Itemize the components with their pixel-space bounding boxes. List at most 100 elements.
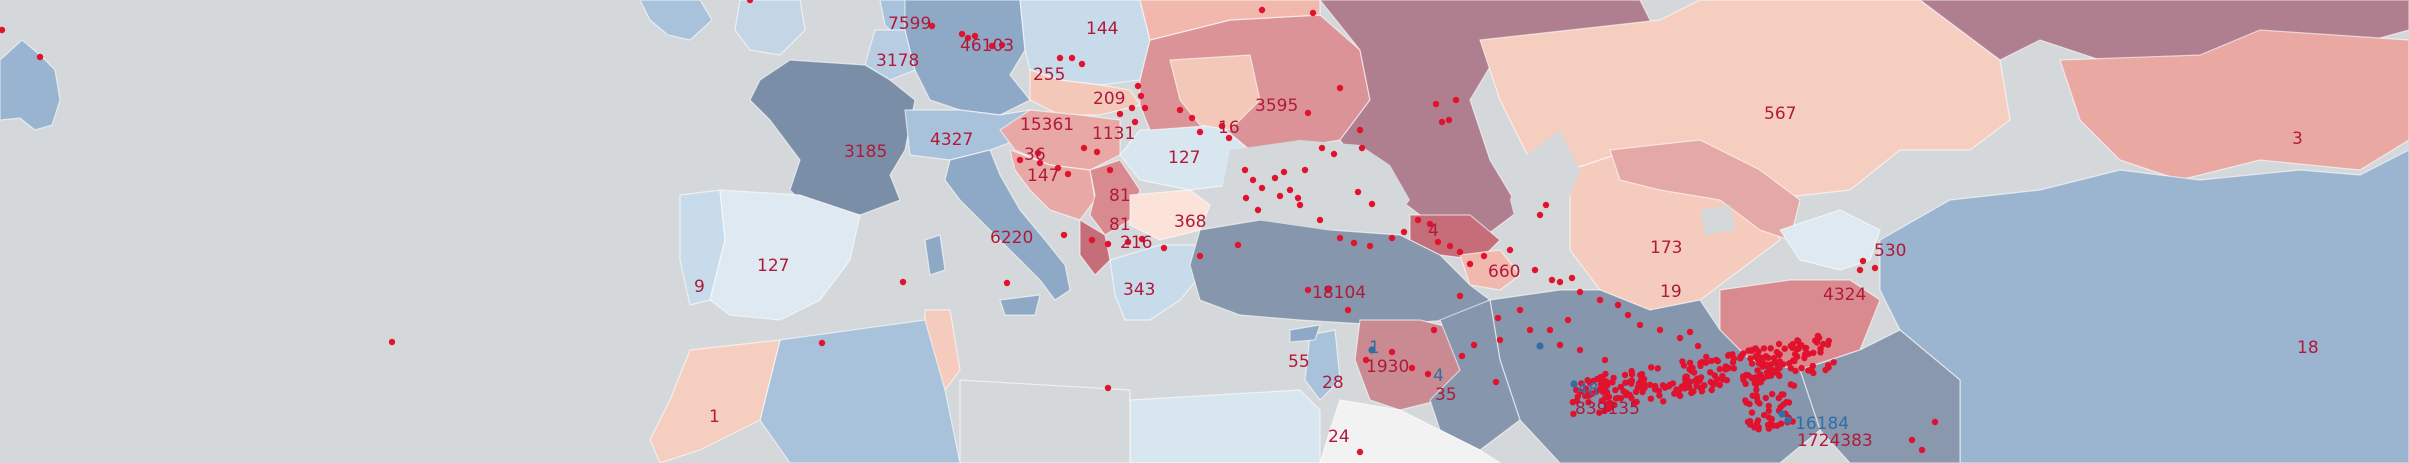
event-marker — [1676, 334, 1684, 342]
map-label: 147 — [1027, 166, 1059, 186]
event-marker — [1710, 381, 1717, 388]
event-marker — [1769, 390, 1776, 398]
event-marker — [1701, 382, 1708, 389]
event-marker — [1742, 380, 1749, 387]
region-jordan — [1319, 399, 1502, 463]
event-marker — [1054, 164, 1062, 172]
map-label: 1 — [709, 407, 720, 427]
event-marker — [998, 41, 1006, 49]
event-marker — [928, 22, 936, 30]
event-marker — [1748, 347, 1755, 354]
map-label: 1131 — [1092, 124, 1135, 144]
event-marker — [1356, 448, 1364, 456]
event-marker — [1764, 421, 1772, 429]
event-marker — [1931, 418, 1939, 426]
event-marker — [1908, 436, 1916, 444]
event-marker — [1138, 235, 1146, 243]
event-marker-blue — [1784, 416, 1792, 424]
event-marker — [1506, 246, 1514, 254]
event-marker — [1271, 174, 1279, 182]
event-marker — [1242, 194, 1250, 202]
map-label: 173 — [1650, 238, 1682, 258]
map-label: 9 — [694, 277, 705, 297]
event-marker — [1582, 385, 1590, 392]
event-marker — [1234, 241, 1242, 249]
map-label: 16 — [1218, 118, 1240, 138]
region-armenia — [1459, 249, 1521, 291]
event-marker — [1856, 266, 1864, 274]
event-marker — [971, 32, 979, 40]
event-marker — [1548, 276, 1556, 284]
event-marker — [1060, 231, 1068, 239]
event-marker — [1585, 399, 1592, 406]
event-marker — [1622, 379, 1629, 386]
event-marker — [1426, 220, 1434, 228]
event-marker — [1765, 407, 1773, 414]
event-marker — [1456, 292, 1464, 300]
map-label: 3185 — [844, 142, 887, 162]
event-marker — [1764, 372, 1772, 380]
event-marker — [1368, 200, 1376, 208]
event-marker — [1294, 194, 1302, 202]
event-marker — [1638, 370, 1646, 378]
event-marker — [1542, 201, 1550, 209]
region-mongolia — [2059, 29, 2409, 181]
map-label: 127 — [757, 256, 789, 276]
region-cyprus — [1289, 324, 1321, 343]
event-marker — [1654, 365, 1662, 372]
map-label: 209 — [1093, 89, 1125, 109]
event-marker — [1628, 380, 1635, 387]
event-marker — [1680, 362, 1688, 369]
event-marker — [1304, 286, 1312, 294]
event-marker — [1748, 360, 1756, 367]
event-marker — [1639, 388, 1646, 396]
event-marker — [1134, 82, 1142, 90]
map-label: 6220 — [990, 228, 1033, 248]
event-marker — [1918, 446, 1926, 454]
region-belarus — [1139, 0, 1321, 41]
event-marker — [1196, 128, 1204, 136]
event-marker — [1760, 411, 1768, 419]
region-pakistan — [1799, 329, 1961, 463]
event-marker — [1494, 314, 1502, 322]
event-marker — [1742, 397, 1749, 404]
event-marker — [1068, 54, 1076, 62]
event-marker — [1546, 326, 1554, 334]
region-serbia — [1089, 159, 1141, 236]
event-marker — [1633, 398, 1640, 406]
event-marker — [1660, 398, 1667, 405]
event-marker — [1316, 216, 1324, 224]
map-label: 3178 — [876, 51, 919, 71]
event-marker — [1708, 386, 1715, 394]
event-marker — [1536, 211, 1544, 219]
event-marker — [1556, 341, 1564, 349]
event-marker — [1623, 389, 1630, 397]
event-marker — [1356, 126, 1364, 134]
event-marker — [1078, 60, 1086, 68]
event-marker — [1656, 326, 1664, 334]
event-marker — [1676, 386, 1683, 393]
event-marker — [1531, 266, 1539, 274]
event-marker — [1304, 109, 1312, 117]
event-marker — [1336, 84, 1344, 92]
event-marker — [1080, 144, 1088, 152]
event-marker — [1716, 365, 1724, 373]
event-marker — [1568, 274, 1576, 282]
event-marker — [1770, 422, 1777, 429]
marker-layer — [0, 0, 1939, 456]
event-marker — [1719, 376, 1727, 383]
event-marker — [1354, 188, 1362, 196]
event-marker — [1817, 345, 1824, 352]
event-marker — [1753, 386, 1760, 393]
event-marker — [1773, 348, 1781, 356]
map-label: 28 — [1322, 373, 1344, 393]
event-marker — [0, 26, 6, 34]
event-marker — [1762, 353, 1770, 360]
map-label: 4324 — [1823, 285, 1866, 305]
event-marker — [1787, 365, 1795, 372]
region-egypt — [1129, 389, 1321, 463]
event-marker — [1569, 399, 1577, 406]
event-marker — [1088, 236, 1096, 244]
event-marker — [1751, 380, 1759, 387]
event-marker — [746, 0, 754, 4]
